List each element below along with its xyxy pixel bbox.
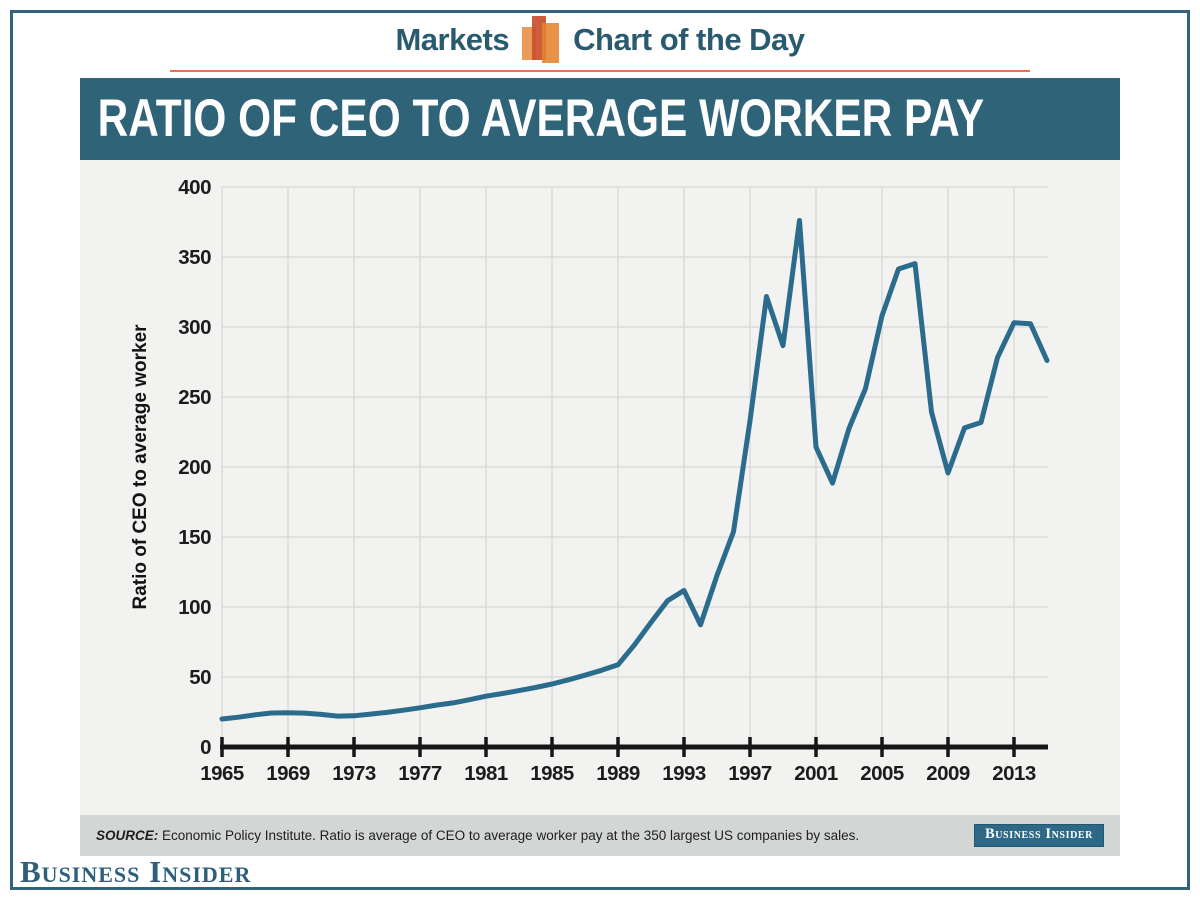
svg-text:2009: 2009 xyxy=(926,762,970,785)
business-insider-badge: Business Insider xyxy=(973,824,1104,847)
svg-text:1989: 1989 xyxy=(596,762,640,785)
y-axis-title: Ratio of CEO to average worker xyxy=(130,324,151,610)
svg-text:1993: 1993 xyxy=(662,762,706,785)
x-axis xyxy=(220,737,1048,757)
source-note: SOURCE: Economic Policy Institute. Ratio… xyxy=(96,828,859,843)
svg-text:1985: 1985 xyxy=(530,762,574,785)
chart-title: RATIO OF CEO TO AVERAGE WORKER PAY xyxy=(97,89,985,148)
svg-text:50: 50 xyxy=(189,666,211,689)
svg-text:100: 100 xyxy=(178,596,211,619)
source-bar: SOURCE: Economic Policy Institute. Ratio… xyxy=(80,815,1120,856)
svg-text:2005: 2005 xyxy=(860,762,904,785)
header-markets-label: Markets xyxy=(395,21,510,57)
svg-text:2013: 2013 xyxy=(992,762,1036,785)
line-chart: 1965 1969 1973 1977 1981 1985 1989 1993 1997 2001… xyxy=(130,176,1050,785)
source-label: SOURCE: xyxy=(96,828,159,843)
svg-text:400: 400 xyxy=(178,176,211,199)
bar-chart-icon xyxy=(522,16,560,63)
chart-card: RATIO OF CEO TO AVERAGE WORKER PAY 1965 1… xyxy=(80,78,1120,856)
svg-text:150: 150 xyxy=(178,526,211,549)
svg-text:1969: 1969 xyxy=(266,762,310,785)
header-chart-of-the-day-label: Chart of the Day xyxy=(573,21,805,57)
y-tick-labels: 0 50 100 150 200 250 300 350 400 xyxy=(178,176,211,759)
series-line xyxy=(219,218,1050,722)
x-tick-labels: 1965 1969 1973 1977 1981 1985 1989 1993 1997 2001… xyxy=(200,762,1036,785)
svg-text:1965: 1965 xyxy=(200,762,244,785)
svg-text:2001: 2001 xyxy=(794,762,838,785)
horizontal-gridlines xyxy=(222,186,1048,678)
svg-text:250: 250 xyxy=(178,386,211,409)
chart-area: 1965 1969 1973 1977 1981 1985 1989 1993 1997 2001… xyxy=(80,160,1120,815)
svg-text:200: 200 xyxy=(178,456,211,479)
source-body: Economic Policy Institute. Ratio is aver… xyxy=(158,828,860,843)
svg-text:1977: 1977 xyxy=(398,762,442,785)
svg-text:350: 350 xyxy=(178,246,211,269)
title-banner: RATIO OF CEO TO AVERAGE WORKER PAY xyxy=(80,78,1120,160)
svg-text:300: 300 xyxy=(178,316,211,339)
svg-text:0: 0 xyxy=(200,736,211,759)
svg-text:1981: 1981 xyxy=(464,762,508,785)
svg-text:1997: 1997 xyxy=(728,762,772,785)
svg-text:1973: 1973 xyxy=(332,762,376,785)
header: Markets Chart of the Day xyxy=(0,16,1200,63)
header-divider xyxy=(170,70,1030,72)
business-insider-logo: Business Insider xyxy=(20,854,252,889)
